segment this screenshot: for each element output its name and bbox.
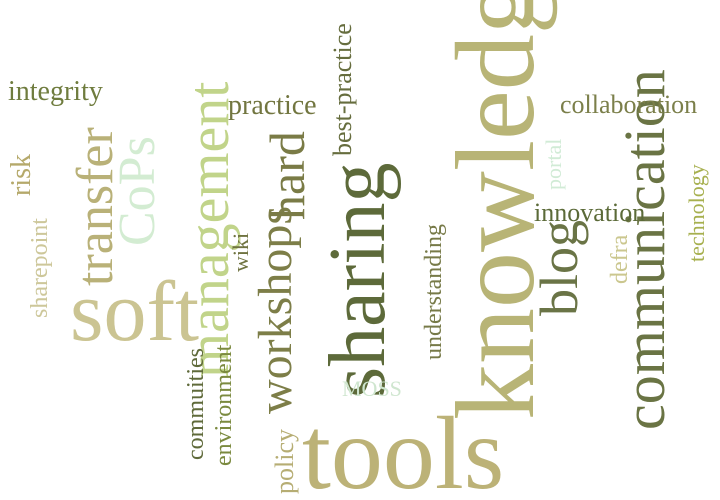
word-soft: soft xyxy=(70,263,199,359)
word-workshops: workshops xyxy=(249,205,302,414)
word-environment: environment xyxy=(211,344,237,466)
word-risk: risk xyxy=(6,154,37,196)
word-best-practice: best-practice xyxy=(328,23,357,156)
word-hard: hard xyxy=(259,131,315,220)
word-sharing: sharing xyxy=(314,162,402,398)
word-policy: policy xyxy=(270,429,299,494)
word-understanding: understanding xyxy=(421,224,447,360)
word-defra: defra xyxy=(607,234,633,284)
word-practice: practice xyxy=(228,90,317,121)
word-blog: blog xyxy=(529,219,589,316)
word-portal: portal xyxy=(541,138,566,190)
word-technology: technology xyxy=(684,164,709,262)
word-management: management xyxy=(176,81,241,378)
word-cops: CoPs xyxy=(109,136,166,246)
word-integrity: integrity xyxy=(8,76,103,107)
word-wiki: wiki xyxy=(228,232,253,272)
word-sharepoint: sharepoint xyxy=(27,218,53,318)
word-innovation: innovation xyxy=(534,198,646,227)
word-tools: tools xyxy=(302,396,505,500)
word-collaboration: collaboration xyxy=(560,90,698,119)
word-commuities: commuities xyxy=(183,348,209,460)
word-moss: MOSS xyxy=(342,376,402,401)
